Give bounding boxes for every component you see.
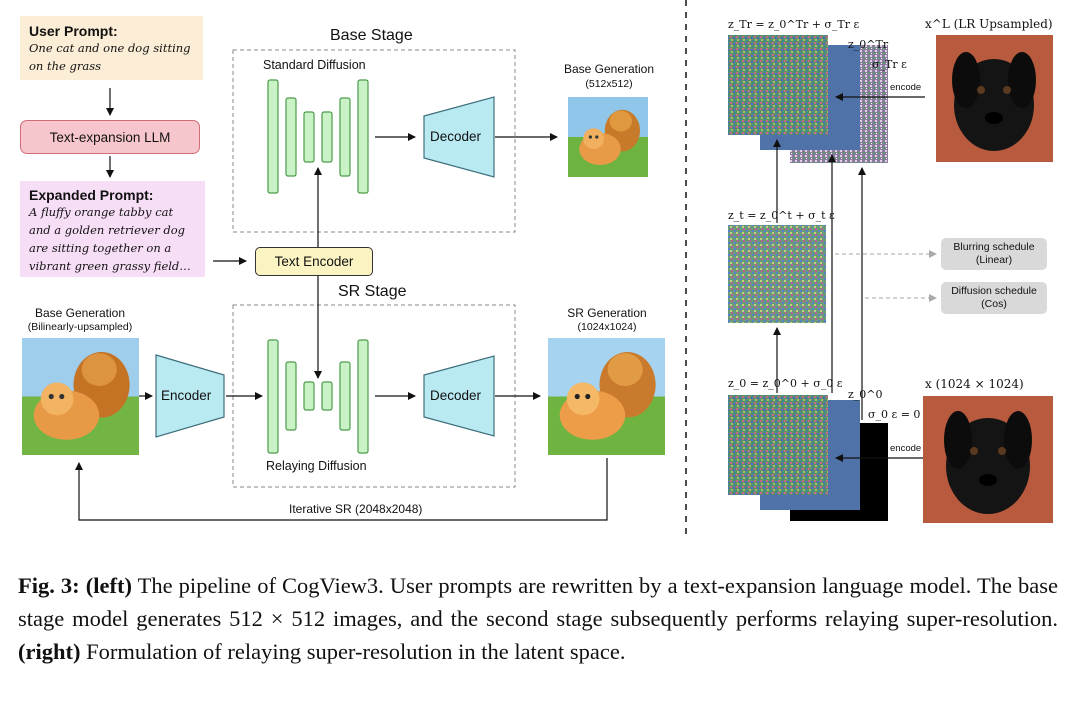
expanded-prompt-box: Expanded Prompt: A fluffy orange tabby c…: [20, 181, 205, 277]
caption-part1: The pipeline of CogView3. User prompts a…: [18, 573, 1058, 631]
sr-input-size: (Bilinearly-upsampled): [27, 321, 133, 333]
lr-upsampled-label: x^L (LR Upsampled): [925, 17, 1053, 31]
sr-input-image: [22, 338, 139, 455]
sr-diffusion-label: Relaying Diffusion: [266, 459, 367, 473]
blurring-line2: (Linear): [975, 254, 1013, 266]
base-gen-size: (512x512): [585, 78, 633, 90]
base-stage-title: Base Stage: [330, 27, 413, 44]
sr-gen-size: (1024x1024): [577, 321, 637, 333]
mid-equation: z_t = z_0^t + σ_t ε: [728, 209, 835, 222]
sr-generation-image: [548, 338, 665, 455]
lr-dog-image: [936, 35, 1053, 162]
expanded-prompt-text: A fluffy orange tabby cat and a golden r…: [29, 205, 191, 273]
text-encoder-label: Text Encoder: [274, 254, 354, 269]
user-prompt-text: One cat and one dog sitting on the grass: [29, 41, 191, 73]
diffusion-schedule: Diffusion schedule (Cos): [941, 282, 1047, 314]
text-expansion-label: Text-expansion LLM: [49, 129, 171, 145]
encode-top-label: encode: [890, 82, 922, 93]
sr-encoder-shape: [155, 354, 225, 438]
user-prompt-box: User Prompt: One cat and one dog sitting…: [20, 16, 203, 80]
base-unet: [267, 79, 369, 194]
caption-part2: Formulation of relaying super-resolution…: [80, 639, 626, 664]
caption-fig: Fig. 3:: [18, 573, 80, 598]
text-encoder: Text Encoder: [255, 247, 373, 276]
hr-image-label: x (1024 × 1024): [925, 377, 1024, 391]
base-diffusion-label: Standard Diffusion: [263, 58, 366, 72]
diffusion-line2: (Cos): [981, 298, 1007, 310]
sr-decoder-shape: [423, 355, 495, 437]
top-sigma-label: σ_Tr ε: [872, 58, 907, 71]
left-diagram-lines: [75, 0, 687, 535]
diffusion-line1: Diffusion schedule: [951, 285, 1037, 297]
encode-bottom-label: encode: [890, 443, 922, 454]
sr-input-title: Base Generation: [34, 306, 126, 320]
figure-caption: Fig. 3: (left) The pipeline of CogView3.…: [18, 569, 1058, 668]
sr-decoder-label: Decoder: [430, 388, 482, 403]
base-stage-frame: [232, 49, 516, 233]
blurring-schedule: Blurring schedule (Linear): [941, 238, 1047, 270]
bottom-equation: z_0 = z_0^0 + σ_0 ε: [728, 377, 843, 390]
top-equation: z_Tr = z_0^Tr + σ_Tr ε: [728, 18, 860, 31]
text-expansion-llm: Text-expansion LLM: [20, 120, 200, 154]
blurring-line1: Blurring schedule: [953, 241, 1035, 253]
expanded-prompt-title: Expanded Prompt:: [29, 187, 154, 203]
caption-left-tag: (left): [85, 573, 132, 598]
bottom-sigma-label: σ_0 ε = 0: [868, 408, 921, 421]
sr-unet: [267, 339, 369, 454]
right-diagram: [728, 35, 1053, 523]
sr-gen-title: SR Generation: [567, 306, 647, 320]
user-prompt-title: User Prompt:: [29, 23, 118, 39]
base-decoder-label: Decoder: [430, 129, 482, 144]
top-z0-label: z_0^Tr: [848, 38, 889, 51]
base-gen-title: Base Generation: [563, 62, 655, 76]
caption-right-tag: (right): [18, 639, 81, 664]
hr-dog-image: [923, 396, 1053, 523]
bottom-z0-label: z_0^0: [848, 388, 883, 401]
sr-encoder-label: Encoder: [161, 388, 212, 403]
base-generation-image: [568, 96, 648, 178]
sr-stage-title: SR Stage: [338, 283, 407, 300]
iterative-sr-label: Iterative SR (2048x2048): [289, 502, 423, 516]
base-decoder-shape: [423, 96, 495, 178]
